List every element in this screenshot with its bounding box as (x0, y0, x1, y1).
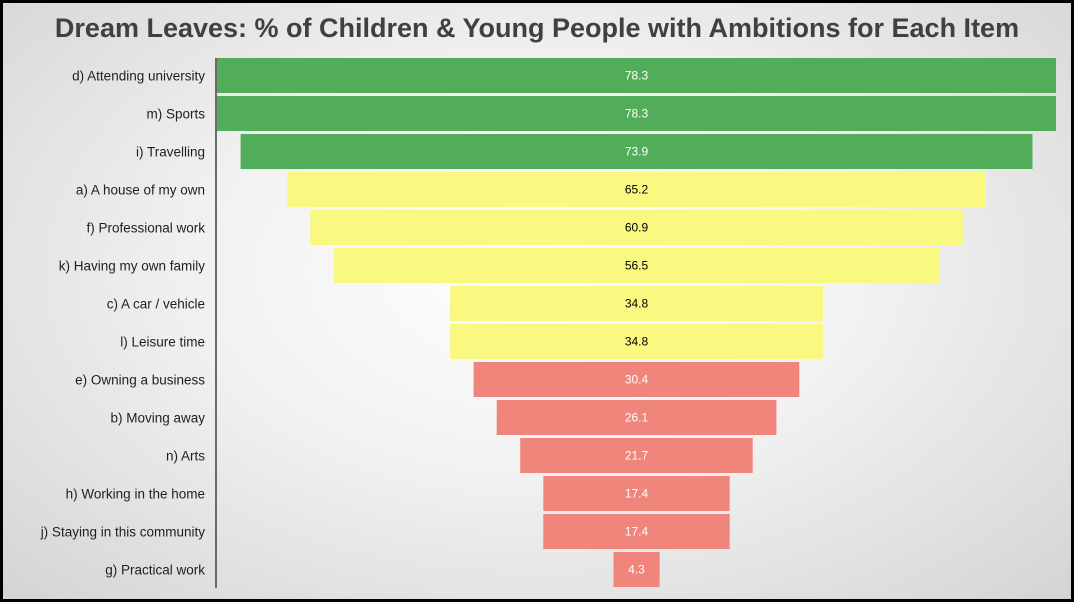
category-label: f) Professional work (86, 221, 205, 236)
category-label: i) Travelling (136, 145, 205, 160)
funnel-chart: 78.3 78.3 73.9 65.2 60.9 56.5 34.8 34.8 30.4 26.1… (40, 58, 1056, 588)
chart-title: Dream Leaves: % of Children & Young Peop… (54, 13, 1020, 43)
bar (450, 324, 823, 359)
category-label: h) Working in the home (66, 487, 205, 502)
bar (613, 552, 660, 587)
data-label: 30.4 (625, 373, 649, 387)
bar (217, 58, 1056, 93)
bar (450, 286, 823, 321)
data-label: 78.3 (625, 69, 649, 83)
data-label: 17.4 (625, 525, 649, 539)
data-label: 34.8 (625, 335, 649, 349)
data-label: 60.9 (625, 221, 649, 235)
data-label: 21.7 (625, 449, 649, 463)
bar (473, 362, 800, 397)
data-label: 17.4 (625, 487, 649, 501)
category-label: c) A car / vehicle (107, 297, 205, 312)
category-label: m) Sports (146, 107, 205, 122)
bar (333, 248, 940, 283)
data-label: 34.8 (625, 297, 649, 311)
bar (543, 476, 730, 511)
category-label: d) Attending university (72, 69, 205, 84)
data-label: 73.9 (625, 145, 649, 159)
category-label: k) Having my own family (59, 259, 206, 274)
data-label: 65.2 (625, 183, 649, 197)
data-label: 26.1 (625, 411, 649, 425)
data-label: 56.5 (625, 259, 649, 273)
category-label: g) Practical work (105, 563, 205, 578)
category-label: b) Moving away (110, 411, 205, 426)
bar (240, 134, 1033, 169)
bar (520, 438, 753, 473)
bar (287, 172, 986, 207)
bar (543, 514, 730, 549)
data-label: 78.3 (625, 107, 649, 121)
category-label: j) Staying in this community (40, 525, 206, 540)
category-label: n) Arts (166, 449, 205, 464)
category-label: e) Owning a business (75, 373, 205, 388)
bar (496, 400, 777, 435)
category-label: l) Leisure time (120, 335, 205, 350)
bar (217, 96, 1056, 131)
category-label: a) A house of my own (76, 183, 205, 198)
bar (310, 210, 963, 245)
data-label: 4.3 (628, 563, 645, 577)
